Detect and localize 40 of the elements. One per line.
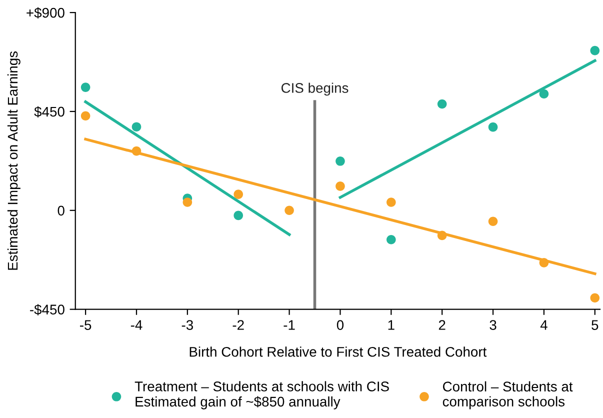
point <box>80 111 90 121</box>
x-tick-label: 3 <box>490 320 496 330</box>
x-tick-label: 4 <box>540 320 548 330</box>
point <box>234 190 244 200</box>
point <box>539 89 549 99</box>
x-tick-label: -2 <box>232 320 244 330</box>
legend-label: Control – Students at comparison schools <box>442 381 573 410</box>
point <box>80 82 90 92</box>
point <box>284 206 294 216</box>
ref-line-label: CIS begins <box>281 82 348 96</box>
point <box>488 122 498 132</box>
y-tick-label: -$450 <box>30 304 64 316</box>
point <box>437 230 447 240</box>
x-tick-label: -4 <box>130 320 142 330</box>
point <box>132 146 142 156</box>
point <box>590 46 600 56</box>
x-tick-label: 5 <box>592 320 598 330</box>
x-tick-label: -5 <box>80 320 92 330</box>
y-tick-label: $450 <box>34 106 64 118</box>
x-tick-label: -3 <box>182 320 193 330</box>
x-tick-label: 2 <box>438 320 446 330</box>
y-axis-title: Estimated Impact on Adult Earnings <box>7 51 20 270</box>
x-axis-title: Birth Cohort Relative to First CIS Treated Cohort <box>190 346 487 357</box>
point <box>386 234 396 244</box>
legend-label: Treatment – Students at schools with CIS Estimated gain of ~$850 annually <box>134 381 389 410</box>
point <box>336 182 345 191</box>
x-tick-label: -1 <box>284 320 295 330</box>
x-tick-label: 1 <box>388 320 394 330</box>
point <box>386 198 396 207</box>
point <box>182 198 192 207</box>
x-tick-label: 0 <box>336 320 344 330</box>
y-tick-label: 0 <box>58 206 64 216</box>
point <box>488 216 498 226</box>
point <box>437 99 447 109</box>
y-tick-label: +$900 <box>26 7 64 19</box>
point <box>590 293 600 303</box>
point <box>234 210 244 220</box>
point <box>336 156 345 166</box>
point <box>132 122 142 132</box>
point <box>539 258 549 268</box>
